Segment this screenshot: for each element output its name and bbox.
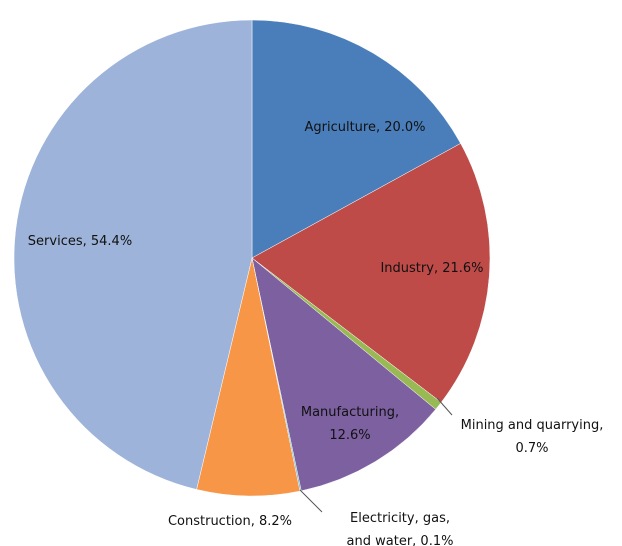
slice-label: Services, 54.4% [28,234,132,249]
slice-label: Electricity, gas, and water, 0.1% [347,511,454,546]
pie-slice [251,143,491,403]
pie-slice [196,257,301,497]
slice-label: Agriculture, 20.0% [304,120,425,135]
pie-slice [251,19,461,259]
leader-line [436,397,453,416]
pie-slice [13,19,253,490]
slice-label: Industry, 21.6% [380,261,483,276]
pie-slice [251,257,437,492]
slice-label: Manufacturing, 12.6% [301,405,399,443]
leader-line [299,489,323,513]
slice-label: Mining and quarrying, 0.7% [461,418,604,456]
slice-label: Construction, 8.2% [168,514,292,529]
